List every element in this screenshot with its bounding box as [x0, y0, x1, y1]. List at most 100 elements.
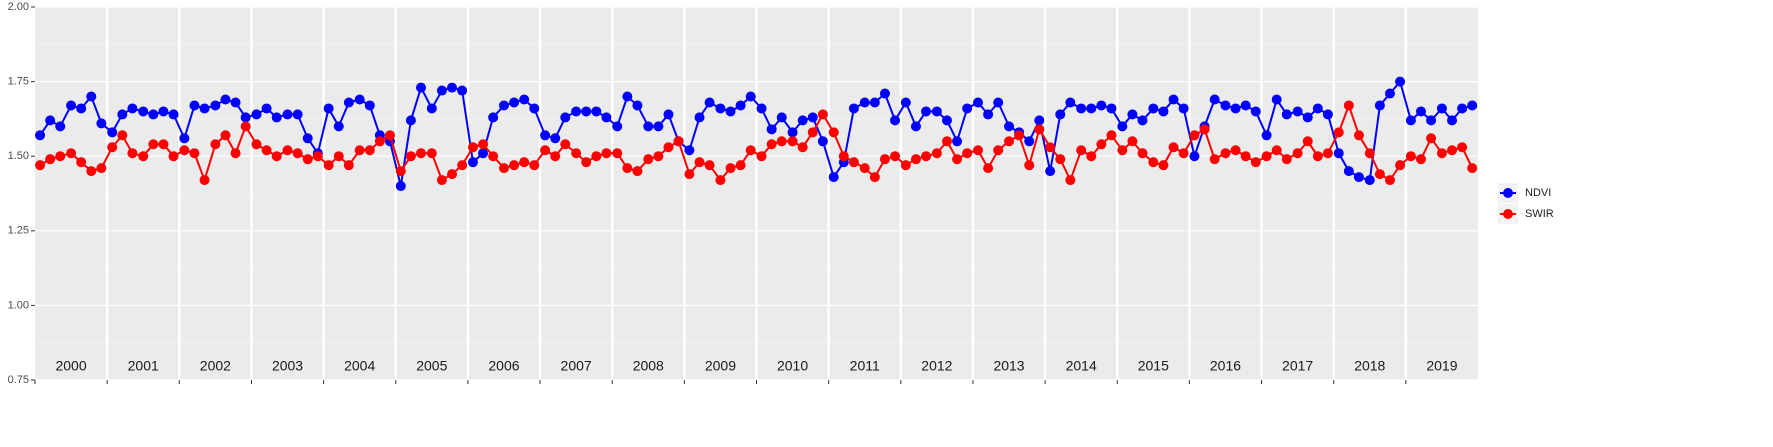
data-point [1086, 103, 1097, 114]
data-point [45, 115, 56, 126]
data-point [1076, 145, 1087, 156]
data-point [838, 151, 849, 162]
data-point [1322, 109, 1333, 120]
data-point [684, 169, 695, 180]
data-point [1312, 151, 1323, 162]
year-label: 2003 [272, 358, 303, 374]
data-point [910, 154, 921, 165]
data-point [890, 151, 901, 162]
data-point [571, 106, 582, 117]
data-point [1168, 94, 1179, 105]
data-point [199, 103, 210, 114]
data-point [1312, 103, 1323, 114]
data-point [467, 157, 478, 168]
data-point [1281, 109, 1292, 120]
year-label: 2015 [1138, 358, 1169, 374]
data-point [1364, 175, 1375, 186]
data-point [384, 130, 395, 141]
data-point [251, 139, 262, 150]
data-point [828, 172, 839, 183]
data-point [127, 148, 138, 159]
data-point [694, 112, 705, 123]
data-point [1024, 160, 1035, 171]
data-point [1045, 166, 1056, 177]
data-point [1178, 148, 1189, 159]
data-point [86, 166, 97, 177]
data-point [230, 148, 241, 159]
data-point [1230, 145, 1241, 156]
data-point [848, 157, 859, 168]
data-point [271, 151, 282, 162]
data-point [1189, 151, 1200, 162]
data-point [807, 112, 818, 123]
data-point [601, 112, 612, 123]
data-point [745, 91, 756, 102]
data-point [571, 148, 582, 159]
data-point [498, 100, 509, 111]
data-point [447, 82, 458, 93]
data-point [1220, 148, 1231, 159]
data-point [1076, 103, 1087, 114]
data-point [560, 139, 571, 150]
data-point [405, 115, 416, 126]
data-point [941, 115, 952, 126]
data-point [1137, 148, 1148, 159]
data-point [343, 160, 354, 171]
data-point [1364, 148, 1375, 159]
year-label: 2004 [344, 358, 375, 374]
data-point [66, 148, 77, 159]
data-point [1137, 115, 1148, 126]
data-point [405, 151, 416, 162]
data-point [189, 100, 200, 111]
data-point [766, 139, 777, 150]
data-point [879, 154, 890, 165]
data-point [1292, 106, 1303, 117]
data-point [158, 106, 169, 117]
data-point [478, 139, 489, 150]
data-point [962, 148, 973, 159]
data-point [457, 160, 468, 171]
year-label: 2008 [633, 358, 664, 374]
data-point [1447, 145, 1458, 156]
data-point [787, 127, 798, 138]
data-point [1281, 154, 1292, 165]
data-point [787, 136, 798, 147]
data-point [848, 103, 859, 114]
data-point [1055, 154, 1066, 165]
data-point [76, 157, 87, 168]
data-point [612, 121, 623, 132]
data-point [1426, 115, 1437, 126]
legend-marker [1503, 209, 1513, 219]
data-point [653, 121, 664, 132]
data-point [1045, 142, 1056, 153]
data-point [797, 142, 808, 153]
data-point [817, 109, 828, 120]
data-point [86, 91, 97, 102]
data-point [1271, 145, 1282, 156]
year-label: 2009 [705, 358, 736, 374]
data-point [921, 106, 932, 117]
data-point [1447, 115, 1458, 126]
data-point [168, 109, 179, 120]
data-point [622, 163, 633, 174]
data-point [364, 100, 375, 111]
data-point [35, 130, 46, 141]
data-point [282, 109, 293, 120]
data-point [312, 151, 323, 162]
data-point [158, 139, 169, 150]
data-point [581, 157, 592, 168]
data-point [941, 136, 952, 147]
data-point [1416, 154, 1427, 165]
data-point [1004, 136, 1015, 147]
data-point [1353, 130, 1364, 141]
data-point [962, 103, 973, 114]
data-point [1395, 76, 1406, 87]
data-point [756, 103, 767, 114]
data-point [684, 145, 695, 156]
data-point [756, 151, 767, 162]
year-label: 2005 [416, 358, 447, 374]
data-point [467, 142, 478, 153]
data-point [1209, 94, 1220, 105]
data-point [704, 97, 715, 108]
data-point [1302, 136, 1313, 147]
